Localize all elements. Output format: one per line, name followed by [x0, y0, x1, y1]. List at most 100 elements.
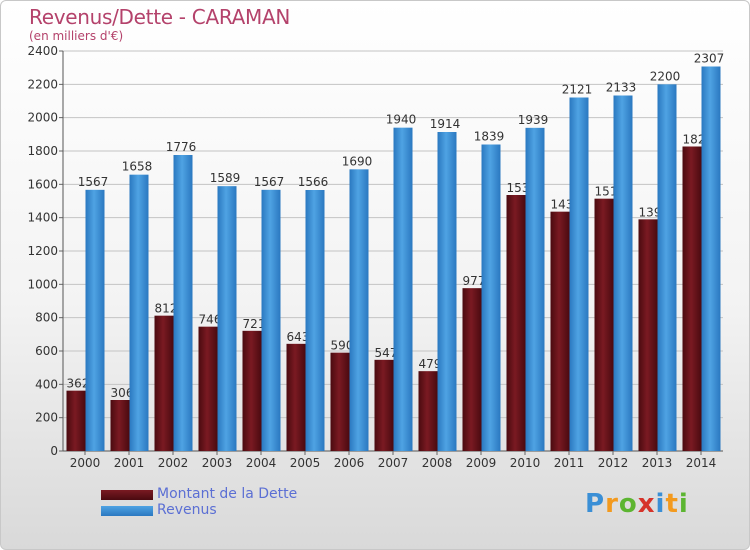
legend-swatch-debt — [101, 490, 153, 500]
data-label-debt-2002: 812 — [155, 302, 178, 316]
data-label-debt-2006: 590 — [331, 339, 354, 353]
y-tick-label: 2400 — [27, 44, 58, 58]
data-label-revenue-2013: 2200 — [650, 69, 681, 83]
x-tick-label-2009: 2009 — [466, 456, 497, 470]
bar-debt-2011 — [550, 211, 570, 451]
y-tick-label: 1600 — [27, 177, 58, 191]
y-tick-label: 1200 — [27, 244, 58, 258]
data-label-debt-2001: 306 — [111, 386, 134, 400]
logo-letter: i — [678, 489, 689, 519]
bar-revenue-2000 — [85, 189, 105, 452]
x-tick-label-2008: 2008 — [422, 456, 453, 470]
bar-debt-2005 — [286, 343, 306, 451]
bar-debt-2014 — [682, 146, 702, 451]
bar-revenue-2006 — [349, 169, 369, 452]
data-label-debt-2012: 151 — [595, 185, 618, 199]
y-tick-label: 0 — [50, 444, 58, 458]
data-label-revenue-2007: 1940 — [386, 113, 417, 127]
x-tick-label-2001: 2001 — [114, 456, 145, 470]
logo-letter: x — [637, 489, 656, 519]
x-tick-label-2006: 2006 — [334, 456, 365, 470]
bar-revenue-2012 — [613, 95, 633, 451]
bar-revenue-2003 — [217, 186, 237, 451]
proxiti-logo: Proxiti — [585, 489, 689, 519]
data-label-revenue-2011: 2121 — [562, 83, 593, 97]
data-label-debt-2010: 153 — [507, 181, 530, 195]
data-label-debt-2005: 643 — [287, 330, 310, 344]
bar-debt-2006 — [330, 352, 350, 451]
data-label-revenue-2010: 1939 — [518, 113, 549, 127]
bar-revenue-2007 — [393, 127, 413, 452]
bar-revenue-2008 — [437, 132, 457, 451]
y-tick-label: 400 — [35, 377, 58, 391]
bar-debt-2012 — [594, 198, 614, 451]
data-label-revenue-2002: 1776 — [166, 140, 197, 154]
y-tick-label: 1400 — [27, 211, 58, 225]
data-label-debt-2007: 547 — [375, 346, 398, 360]
bar-debt-2001 — [110, 400, 130, 451]
y-tick-label: 2000 — [27, 111, 58, 125]
logo-letter: P — [585, 489, 606, 519]
bar-debt-2013 — [638, 219, 658, 451]
chart-title: Revenus/Dette - CARAMAN — [29, 5, 290, 29]
y-tick-label: 600 — [35, 344, 58, 358]
bar-revenue-2009 — [481, 144, 501, 451]
x-tick-label-2012: 2012 — [598, 456, 629, 470]
data-label-revenue-2005: 1566 — [298, 175, 329, 189]
x-tick-label-2014: 2014 — [686, 456, 717, 470]
bar-debt-2000 — [66, 390, 86, 451]
y-tick-label: 1800 — [27, 144, 58, 158]
logo-letter: o — [618, 489, 638, 519]
chart-subtitle: (en milliers d'€) — [29, 29, 124, 43]
data-label-debt-2013: 139 — [639, 205, 662, 219]
bar-revenue-2005 — [305, 190, 325, 451]
bar-debt-2010 — [506, 195, 526, 451]
x-tick-label-2010: 2010 — [510, 456, 541, 470]
x-tick-label-2011: 2011 — [554, 456, 585, 470]
bar-debt-2007 — [374, 359, 394, 451]
x-tick-label-2005: 2005 — [290, 456, 321, 470]
data-label-revenue-2003: 1589 — [210, 171, 241, 185]
x-tick-label-2004: 2004 — [246, 456, 277, 470]
legend-swatch-revenue — [101, 506, 153, 516]
legend-label-revenue: Revenus — [157, 502, 217, 518]
bar-revenue-2002 — [173, 155, 193, 451]
data-label-debt-2009: 977 — [463, 274, 486, 288]
data-label-revenue-2006: 1690 — [342, 154, 373, 168]
data-label-debt-2011: 143 — [551, 198, 574, 212]
logo-letter: t — [665, 489, 679, 519]
data-label-debt-2014: 182 — [683, 133, 706, 147]
bar-revenue-2011 — [569, 97, 589, 451]
data-label-revenue-2004: 1567 — [254, 175, 285, 189]
data-label-debt-2000: 362 — [67, 377, 90, 391]
y-tick-label: 2200 — [27, 77, 58, 91]
bar-revenue-2004 — [261, 189, 281, 452]
data-label-revenue-2009: 1839 — [474, 130, 505, 144]
logo-letter: i — [655, 489, 666, 519]
data-label-debt-2003: 746 — [199, 313, 222, 327]
x-tick-label-2002: 2002 — [158, 456, 189, 470]
data-label-revenue-2000: 1567 — [78, 175, 109, 189]
data-label-debt-2008: 479 — [419, 357, 442, 371]
bar-debt-2002 — [154, 315, 174, 451]
bar-revenue-2013 — [657, 84, 677, 451]
x-tick-label-2003: 2003 — [202, 456, 233, 470]
x-tick-label-2000: 2000 — [70, 456, 101, 470]
data-label-revenue-2001: 1658 — [122, 160, 153, 174]
x-tick-label-2007: 2007 — [378, 456, 409, 470]
bar-debt-2009 — [462, 288, 482, 451]
bar-revenue-2014 — [701, 66, 721, 451]
bar-debt-2004 — [242, 330, 262, 451]
y-tick-label: 1000 — [27, 277, 58, 291]
logo-letter: r — [605, 489, 619, 519]
data-label-revenue-2008: 1914 — [430, 117, 461, 131]
y-tick-label: 200 — [35, 411, 58, 425]
y-tick-label: 800 — [35, 311, 58, 325]
data-label-debt-2004: 721 — [243, 317, 266, 331]
data-label-revenue-2014: 2307 — [694, 52, 725, 66]
legend-label-debt: Montant de la Dette — [157, 486, 298, 502]
bar-revenue-2001 — [129, 174, 149, 451]
bar-debt-2008 — [418, 371, 438, 451]
bar-debt-2003 — [198, 326, 218, 451]
